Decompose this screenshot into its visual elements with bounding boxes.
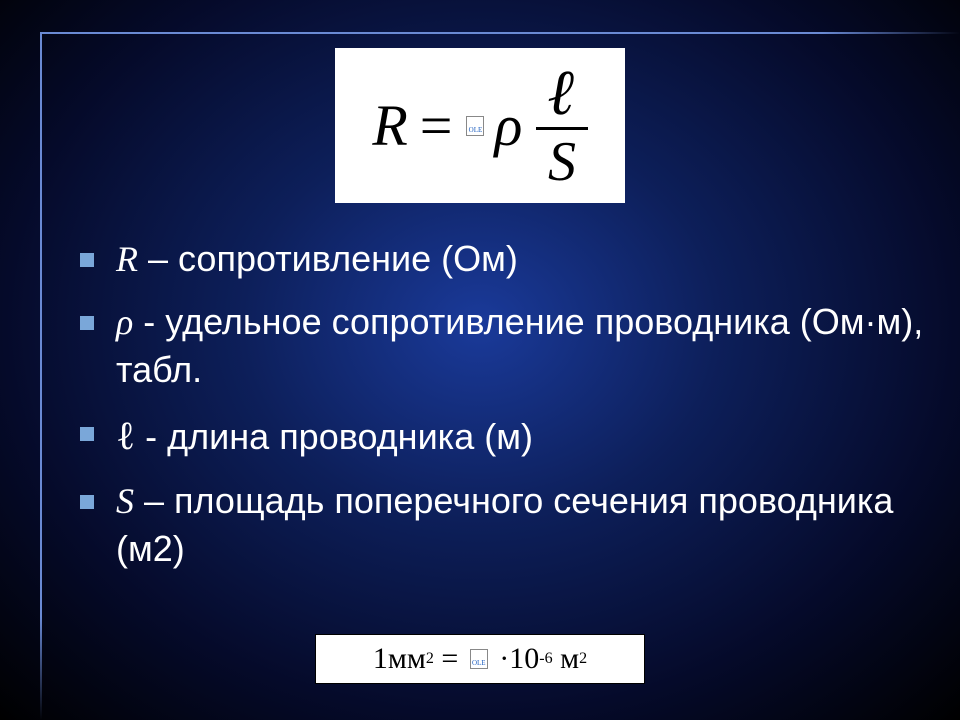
bullet-icon (80, 495, 94, 509)
formula-box: R = OLE ρ ℓ S (335, 48, 625, 203)
item-symbol: S (116, 481, 134, 521)
conv-left-unit: мм (388, 642, 426, 676)
ole-placeholder-icon: OLE (466, 116, 484, 136)
formula-equals: = (420, 92, 453, 159)
item-text: R – сопротивление (Ом) (116, 235, 930, 284)
item-text: ℓ - длина проводника (м) (116, 409, 930, 463)
list-item: S – площадь поперечного сечения проводни… (80, 477, 930, 574)
conv-dot: · (499, 642, 509, 676)
list-item: ρ - удельное сопротивление проводника (О… (80, 298, 930, 395)
conversion-box: 1мм2 = OLE ·10-6 м2 (315, 634, 645, 684)
frame-top-line (40, 32, 960, 34)
conv-left-val: 1 (373, 642, 388, 676)
conv-right-sup: 2 (579, 650, 587, 668)
definition-list: R – сопротивление (Ом) ρ - удельное сопр… (80, 235, 930, 588)
formula-lhs: R (372, 92, 407, 159)
item-symbol: ρ (116, 302, 133, 342)
item-desc: - удельное сопротивление проводника (Ом·… (116, 301, 923, 391)
conv-equals: = (441, 642, 458, 676)
conv-exp: -6 (539, 650, 552, 668)
item-desc: - длина проводника (м) (135, 416, 533, 457)
item-symbol: ℓ (116, 413, 135, 458)
bullet-icon (80, 253, 94, 267)
ole-placeholder-icon: OLE (470, 649, 488, 669)
list-item: R – сопротивление (Ом) (80, 235, 930, 284)
formula-rho: ρ (494, 92, 522, 159)
item-symbol: R (116, 239, 138, 279)
formula: R = OLE ρ ℓ S (372, 61, 587, 190)
item-desc: – площадь поперечного сечения проводника… (116, 480, 893, 570)
bullet-icon (80, 316, 94, 330)
bullet-icon (80, 427, 94, 441)
conv-base: 10 (509, 642, 539, 676)
list-item: ℓ - длина проводника (м) (80, 409, 930, 463)
formula-denominator: S (548, 130, 576, 190)
frame-left-line (40, 32, 42, 720)
conv-left-sup: 2 (426, 650, 434, 668)
item-text: ρ - удельное сопротивление проводника (О… (116, 298, 930, 395)
item-desc: – сопротивление (Ом) (138, 238, 518, 279)
formula-fraction: ℓ S (536, 61, 587, 190)
item-text: S – площадь поперечного сечения проводни… (116, 477, 930, 574)
conv-right-unit: м (560, 642, 579, 676)
formula-numerator: ℓ (536, 61, 587, 127)
